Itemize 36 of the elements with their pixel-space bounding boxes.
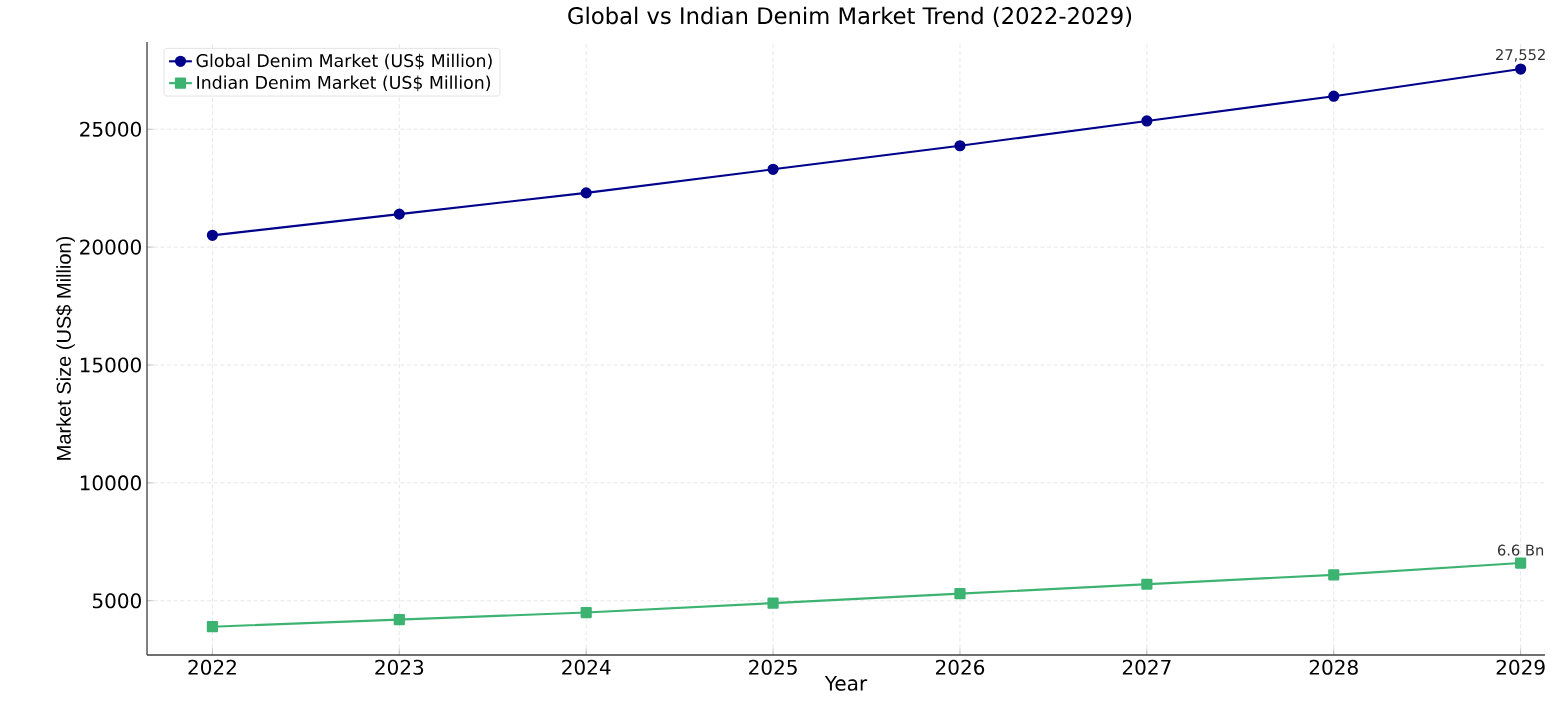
y-tick-label: 25000 [80,121,141,137]
point [206,229,219,241]
x-tick-label: 2024 [562,659,611,675]
x-tick-label: 2025 [749,659,797,675]
point [1515,557,1527,569]
chart-title: Global vs Indian Denim Market Trend (2022-2029) [568,6,1132,27]
legend-label: Global Denim Market (US$ Million) [196,53,492,70]
y-tick-label: 10000 [80,475,141,491]
x-tick-label: 2023 [375,659,424,675]
annotation: 6.6 Bn [1497,544,1544,556]
y-tick-label: 15000 [80,357,141,373]
point [767,163,779,175]
legend-label: Indian Denim Market (US$ Million) [197,75,491,92]
point [580,606,592,619]
x-tick-label: 2022 [188,659,236,675]
annotation: 27,552 [1496,49,1545,62]
point [1141,578,1153,590]
point [1328,569,1340,581]
point [580,187,592,199]
point [1328,90,1340,102]
y-tick-label: 20000 [80,239,141,255]
point [393,614,405,626]
y-axis-title: Market Size (US$ Million) [55,236,75,460]
point [1141,115,1153,127]
x-tick-label: 2028 [1309,659,1358,675]
x-tick-label: 2027 [1122,659,1171,675]
x-axis-title: Year [824,675,868,691]
point [954,140,966,152]
x-tick-label: 2026 [935,659,985,675]
y-tick-label: 5000 [92,593,141,609]
point [393,208,405,220]
point [954,588,966,600]
point [206,621,219,633]
point [1515,63,1527,75]
point [767,597,779,609]
x-tick-label: 2029 [1496,659,1545,675]
